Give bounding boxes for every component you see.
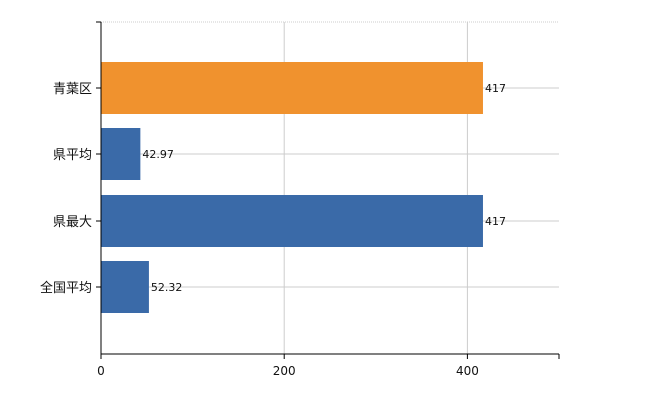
x-tick-label: 400 (456, 364, 479, 378)
bar-4 (101, 261, 149, 313)
category-label: 青葉区 (53, 82, 92, 97)
x-tick-label: 200 (273, 364, 296, 378)
bar-2 (101, 128, 141, 180)
bar-3 (101, 195, 483, 247)
x-tick-label: 0 (97, 364, 105, 378)
bar-1 (101, 62, 483, 114)
data-label: 417 (485, 82, 506, 95)
axis-layer (96, 21, 560, 359)
category-label: 県平均 (53, 148, 92, 163)
category-label: 県最大 (53, 215, 92, 230)
category-label: 全国平均 (40, 280, 92, 296)
data-label: 417 (485, 215, 506, 228)
data-label: 42.97 (142, 148, 174, 161)
bar-layer (101, 62, 483, 313)
data-label: 52.32 (151, 281, 183, 294)
